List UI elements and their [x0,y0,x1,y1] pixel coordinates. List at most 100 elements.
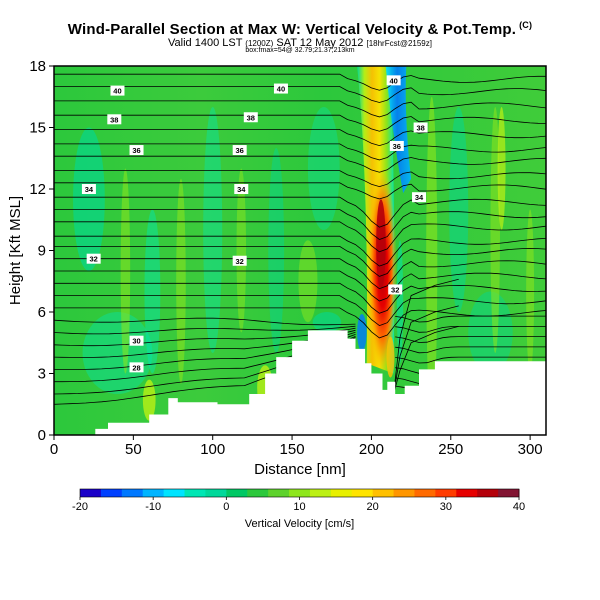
contour-label: 36 [129,145,144,156]
downdraft-core [357,314,367,351]
contour-label-text: 38 [110,115,118,124]
downdraft-patch [73,127,105,271]
contour-label-box [412,192,427,203]
copyright-mark: (C) [519,20,533,30]
contour-label-text: 32 [90,255,98,264]
theta-contour [54,317,356,326]
colorbar-tick-label: -10 [145,501,161,513]
contour-label-text: 36 [236,146,244,155]
colorbar-swatch [121,489,144,497]
contour-label-box [388,284,403,295]
contour-label: 40 [110,85,125,96]
colorbar-tick-label: 20 [367,501,379,513]
colorbar-swatch [351,489,374,497]
contour-label-box [129,335,144,346]
y-tick-label: 12 [29,181,46,198]
theta-contour [54,114,546,132]
colorbar-swatch [498,489,520,497]
box-info: box:fmax=54@ 32.79;21.37;213km [245,47,355,54]
contour-label-box [86,253,101,264]
updraft-band [497,107,506,230]
downdraft-patch [396,240,404,364]
theta-contour [54,129,546,147]
colorbar-swatch [80,489,102,497]
contour-label: 36 [232,145,247,156]
theta-contour [54,258,546,290]
contour-label-box [232,145,247,156]
contour-label-box [232,255,247,266]
contour-label: 34 [412,192,427,203]
theta-contour [54,282,546,314]
contour-label-box [389,140,404,151]
y-tick-label: 9 [38,243,46,260]
contour-labels: 34 34 34 32 32 32 38 38 38 40 40 40 36 36 36 30 28 [81,75,428,373]
x-tick-label: 200 [359,441,384,458]
y-tick-label: 3 [38,366,46,383]
theta-contour [393,278,459,395]
downdraft-patch [268,148,285,353]
colorbar-swatch [414,489,436,497]
theta-contour [54,100,546,118]
contour-label: 34 [81,184,96,194]
theta-contour [54,196,546,228]
contour-label-text: 34 [415,193,424,202]
contour-label-text: 34 [85,185,94,194]
contour-label-box [110,85,125,96]
downdraft-patch [203,107,223,353]
contour-label-box [234,184,249,194]
colorbar: -20 -10 0 10 20 30 40 [72,488,525,513]
contour-label: 32 [388,284,403,295]
contour-label: 38 [243,112,258,123]
theta-contour [54,295,546,327]
chart-title: Wind-Parallel Section at Max W: Vertical… [0,20,600,38]
contour-label: 38 [413,122,428,133]
title-text: Wind-Parallel Section at Max W: Vertical… [67,21,517,38]
colorbar-swatch [330,489,353,497]
contour-label-text: 34 [237,185,246,194]
theta-contour [395,346,546,354]
x-tick-label: 0 [50,441,58,458]
x-tick-label: 50 [125,441,142,458]
contour-label-box [107,114,122,125]
colorbar-swatch [393,489,415,497]
downdraft-patch [82,312,153,394]
plot-area: 34 34 34 32 32 32 38 38 38 40 40 40 36 36 36 30 28 [54,66,546,435]
x-axis: 0 50 100 150 200 250 300 [50,435,543,458]
y-tick-label: 0 [38,427,46,444]
colorbar-swatch [435,489,457,497]
y-tick-label: 18 [29,58,46,75]
contour-label: 36 [389,140,404,151]
contour-label-box [81,184,96,194]
colorbar-swatch [205,489,227,497]
contour-label-box [386,75,401,86]
x-tick-label: 250 [438,441,463,458]
colorbar-swatch [100,489,123,497]
colorbar-swatch [477,489,499,497]
contour-label-text: 32 [236,257,244,266]
updraft-core-max [376,199,386,290]
colorbar-tick-label: 30 [440,501,452,513]
contour-label-text: 40 [113,87,121,96]
contour-label: 40 [273,83,288,94]
colorbar-swatch [142,489,165,497]
contour-label-text: 36 [393,142,401,151]
x-tick-label: 100 [200,441,225,458]
colorbar-swatch [372,489,395,497]
contour-label: 38 [107,114,122,125]
downdraft-patch [144,209,161,374]
downdraft-patch [307,107,340,230]
terrain-mask [54,330,546,435]
contour-label-text: 38 [247,113,255,122]
theta-contour [395,336,546,343]
colorbar-tick-label: 10 [293,501,305,513]
downdraft-patch [468,291,513,374]
theta-contour [395,326,546,333]
contour-label: 28 [129,362,144,373]
theta-contour [395,356,546,364]
theta-contour [54,307,546,339]
contour-label: 40 [386,75,401,86]
updraft-band [298,240,318,323]
contour-label-text: 40 [389,76,397,85]
colorbar-tick-label: -20 [72,501,88,513]
